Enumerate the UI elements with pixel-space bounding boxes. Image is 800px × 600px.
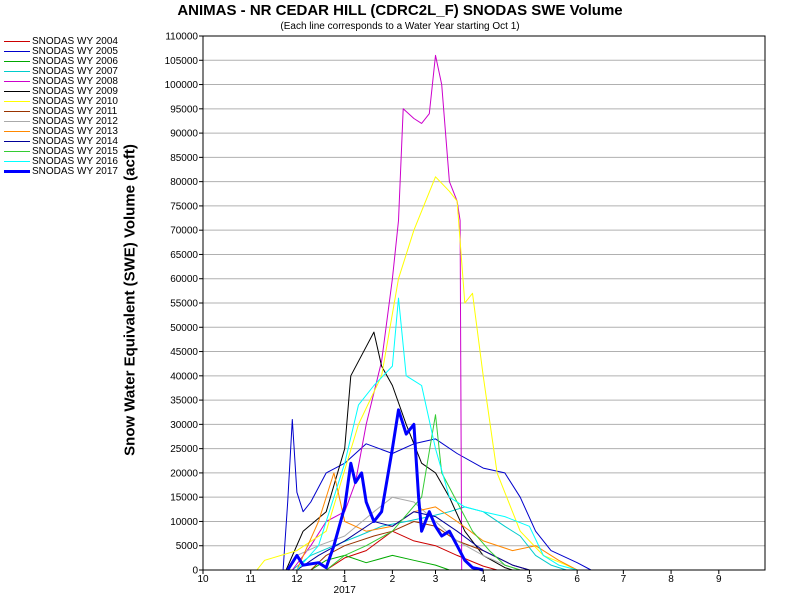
x-tick-label: 8 xyxy=(668,574,674,585)
legend-swatch xyxy=(4,101,30,102)
legend-label: SNODAS WY 2010 xyxy=(32,96,118,107)
series-line xyxy=(282,419,592,571)
x-tick-label: 6 xyxy=(574,574,580,585)
legend-swatch xyxy=(4,61,30,62)
legend-label: SNODAS WY 2004 xyxy=(32,36,118,47)
y-tick-label: 25000 xyxy=(170,444,198,455)
legend-label: SNODAS WY 2005 xyxy=(32,46,118,57)
legend-label: SNODAS WY 2015 xyxy=(32,146,118,157)
x-tick-label: 10 xyxy=(197,574,209,585)
y-tick-label: 100000 xyxy=(165,80,199,91)
y-tick-label: 85000 xyxy=(170,153,198,164)
legend-item: SNODAS WY 2015 xyxy=(4,147,144,157)
legend-item: SNODAS WY 2007 xyxy=(4,67,144,77)
series-line xyxy=(287,496,521,571)
legend-label: SNODAS WY 2017 xyxy=(32,166,118,177)
series-line xyxy=(325,414,521,571)
y-tick-label: 110000 xyxy=(165,32,198,43)
y-tick-label: 45000 xyxy=(170,347,198,358)
legend-item: SNODAS WY 2011 xyxy=(4,107,144,117)
legend-swatch xyxy=(4,111,30,112)
x-tick-label: 7 xyxy=(621,574,627,585)
legend-item: SNODAS WY 2006 xyxy=(4,57,144,67)
legend-label: SNODAS WY 2016 xyxy=(32,156,118,167)
legend-swatch xyxy=(4,41,30,42)
x-tick-label: 2 xyxy=(390,574,396,585)
y-tick-label: 50000 xyxy=(170,323,198,334)
y-tick-label: 75000 xyxy=(170,201,198,212)
legend-swatch xyxy=(4,141,30,142)
legend-swatch xyxy=(4,121,30,122)
x-year-label: 2017 xyxy=(334,585,357,596)
legend-swatch xyxy=(4,131,30,132)
y-tick-label: 15000 xyxy=(170,493,198,504)
legend-swatch xyxy=(4,91,30,92)
y-tick-label: 40000 xyxy=(170,371,198,382)
legend-swatch xyxy=(4,161,30,162)
legend-item: SNODAS WY 2016 xyxy=(4,157,144,167)
y-tick-label: 0 xyxy=(192,566,198,577)
series-line xyxy=(291,54,463,571)
legend-swatch xyxy=(4,51,30,52)
legend-item: SNODAS WY 2014 xyxy=(4,137,144,147)
y-tick-label: 80000 xyxy=(170,177,198,188)
legend-label: SNODAS WY 2012 xyxy=(32,116,118,127)
x-tick-label: 12 xyxy=(291,574,303,585)
y-tick-label: 65000 xyxy=(170,250,198,261)
x-tick-label: 3 xyxy=(433,574,439,585)
y-tick-label: 90000 xyxy=(170,129,198,140)
chart-title: ANIMAS - NR CEDAR HILL (CDRC2L_F) SNODAS… xyxy=(177,2,623,19)
x-tick-label: 1 xyxy=(342,574,348,585)
series-line xyxy=(296,297,578,571)
legend-label: SNODAS WY 2008 xyxy=(32,76,118,87)
legend-item: SNODAS WY 2012 xyxy=(4,117,144,127)
legend-item: SNODAS WY 2005 xyxy=(4,47,144,57)
y-tick-label: 10000 xyxy=(170,517,198,528)
x-tick-label: 11 xyxy=(246,574,257,585)
y-tick-label: 55000 xyxy=(170,299,198,310)
legend-item: SNODAS WY 2004 xyxy=(4,37,144,47)
legend-label: SNODAS WY 2007 xyxy=(32,66,118,77)
x-tick-label: 4 xyxy=(480,574,486,585)
series-line xyxy=(286,408,484,572)
legend-label: SNODAS WY 2006 xyxy=(32,56,118,67)
legend-swatch xyxy=(4,71,30,72)
legend-item: SNODAS WY 2017 xyxy=(4,167,144,177)
series-line xyxy=(296,472,578,571)
y-tick-label: 95000 xyxy=(170,104,198,115)
x-tick-label: 9 xyxy=(716,574,722,585)
y-tick-label: 20000 xyxy=(170,468,198,479)
y-tick-label: 60000 xyxy=(170,274,198,285)
legend-item: SNODAS WY 2010 xyxy=(4,97,144,107)
y-tick-label: 30000 xyxy=(170,420,198,431)
legend-label: SNODAS WY 2013 xyxy=(32,126,118,137)
series-line xyxy=(256,176,578,571)
series-line xyxy=(310,554,450,571)
y-tick-label: 105000 xyxy=(165,56,199,67)
y-tick-label: 70000 xyxy=(170,226,198,237)
series-line xyxy=(296,511,530,571)
legend-label: SNODAS WY 2009 xyxy=(32,86,118,97)
legend-swatch xyxy=(4,170,30,173)
legend-label: SNODAS WY 2014 xyxy=(32,136,118,147)
plot-frame xyxy=(202,35,766,571)
x-tick-label: 5 xyxy=(527,574,533,585)
legend-label: SNODAS WY 2011 xyxy=(32,106,118,117)
legend-item: SNODAS WY 2009 xyxy=(4,87,144,97)
legend-swatch xyxy=(4,151,30,152)
legend-swatch xyxy=(4,81,30,82)
y-tick-label: 5000 xyxy=(176,541,199,552)
series-line xyxy=(325,530,498,571)
y-tick-label: 35000 xyxy=(170,396,198,407)
legend-item: SNODAS WY 2008 xyxy=(4,77,144,87)
chart-subtitle: (Each line corresponds to a Water Year s… xyxy=(280,21,520,32)
series-line xyxy=(285,331,513,571)
legend-item: SNODAS WY 2013 xyxy=(4,127,144,137)
legend: SNODAS WY 2004 SNODAS WY 2005 SNODAS WY 20… xyxy=(4,37,144,177)
